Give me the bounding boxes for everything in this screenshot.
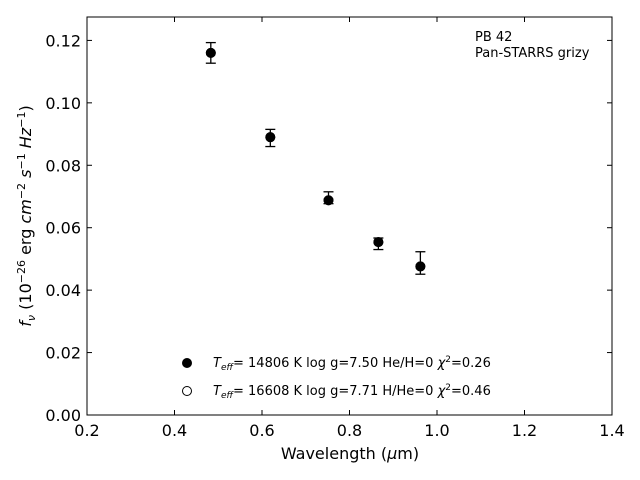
y-axis-ticks: 0.00 0.02 0.04 0.06 0.08 0.10 0.12 [45, 31, 612, 425]
x-tick-label: 0.6 [249, 421, 274, 440]
x-tick-label: 0.8 [337, 421, 362, 440]
y-tick-label: 0.08 [45, 156, 81, 175]
y-axis-label: fν (10−26 erg cm−2 s−1 Hz−1) [15, 105, 38, 326]
y-tick-label: 0.02 [45, 344, 81, 363]
legend: Teff= 14806 K log g=7.50 He/H=0 χ2=0.26 … [182, 355, 491, 401]
y-tick-label: 0.04 [45, 281, 81, 300]
model-point-open [265, 132, 276, 143]
y-tick-label: 0.06 [45, 219, 81, 238]
data-marks [205, 41, 426, 275]
model-point-open [415, 261, 426, 272]
x-tick-label: 1.4 [599, 421, 624, 440]
x-axis-label: Wavelength (μm) [281, 444, 419, 463]
x-tick-label: 1.2 [512, 421, 537, 440]
legend-marker-filled [182, 358, 192, 368]
y-tick-label: 0.12 [45, 31, 81, 50]
x-axis-ticks: 0.2 0.4 0.6 0.8 1.0 1.2 1.4 [74, 17, 625, 440]
y-tick-label: 0.10 [45, 94, 81, 113]
legend-entry-2: Teff= 16608 K log g=7.71 H/He=0 χ2=0.46 [213, 383, 491, 401]
x-tick-label: 1.0 [424, 421, 449, 440]
model-point-open [205, 47, 216, 58]
survey-annotation: Pan-STARRS grizy [475, 46, 590, 61]
legend-marker-open [182, 386, 192, 396]
legend-entry-1: Teff= 14806 K log g=7.50 He/H=0 χ2=0.26 [213, 355, 491, 373]
object-name-annotation: PB 42 [475, 30, 512, 45]
x-tick-label: 0.4 [162, 421, 187, 440]
x-tick-label: 0.2 [74, 421, 99, 440]
y-tick-label: 0.00 [45, 406, 81, 425]
model-point-open [323, 195, 334, 206]
model-point-open [373, 237, 384, 248]
plot-area [86, 16, 613, 416]
